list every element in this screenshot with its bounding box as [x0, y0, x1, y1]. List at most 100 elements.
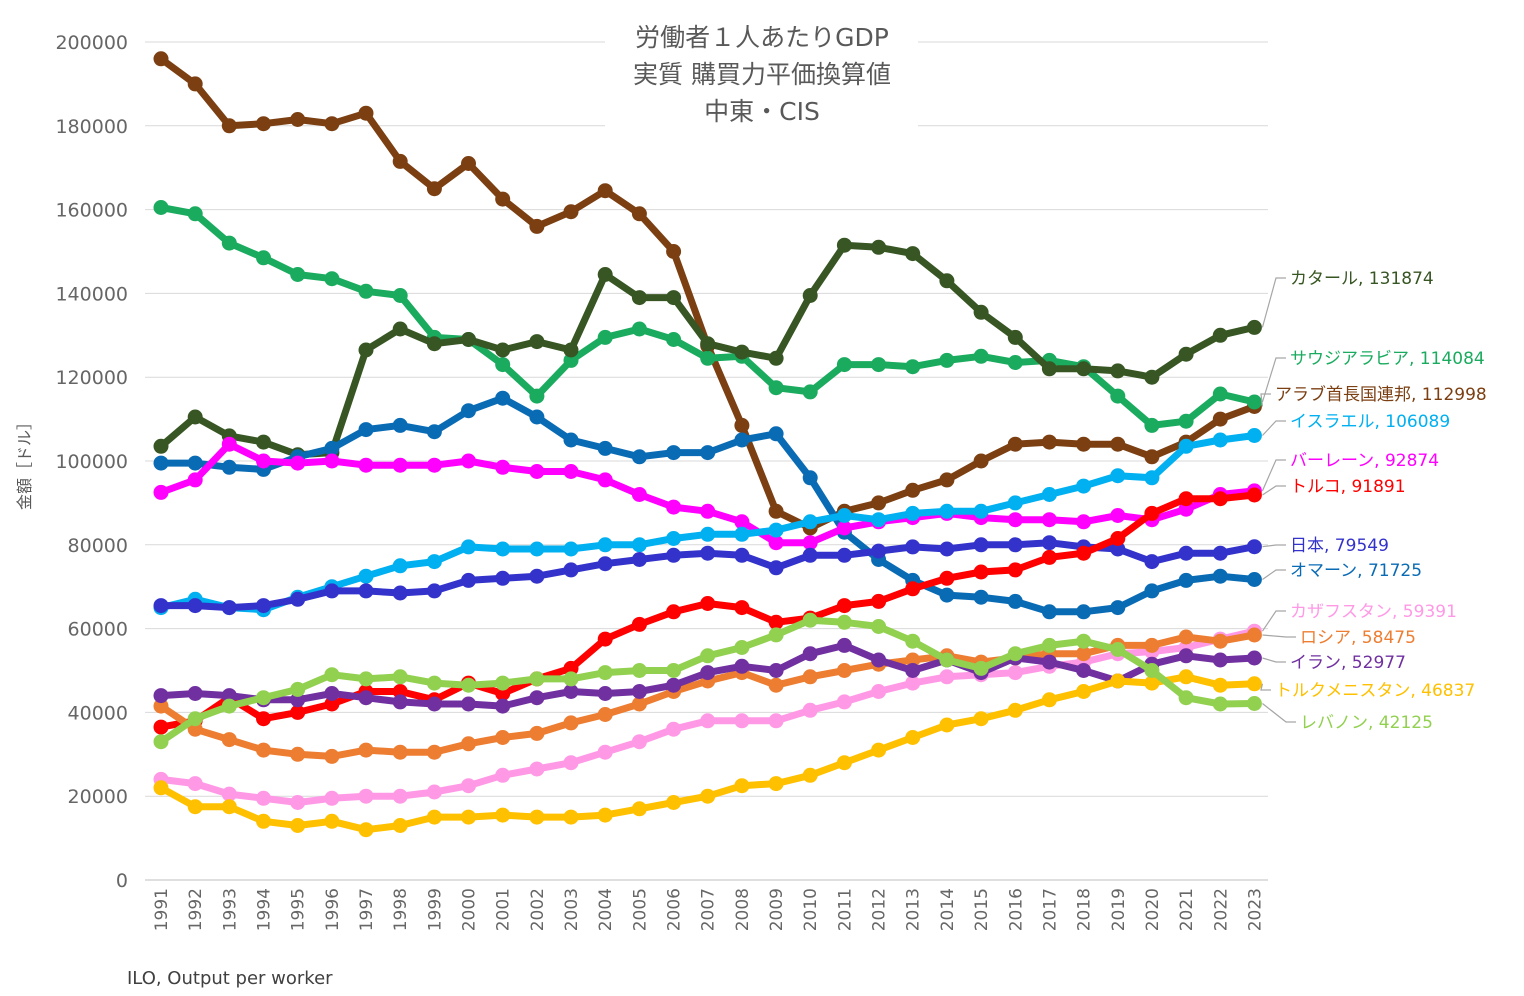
end-label: イラン, 52977	[1290, 653, 1406, 673]
data-point	[563, 562, 579, 578]
data-point	[768, 713, 784, 729]
data-point	[290, 692, 306, 708]
data-point	[461, 677, 476, 693]
x-tick-label: 2016	[1006, 888, 1026, 931]
data-point	[802, 535, 818, 551]
data-point	[597, 631, 613, 647]
y-tick-label: 40000	[68, 702, 128, 724]
end-label: アラブ首長国連邦, 112998	[1275, 384, 1487, 405]
data-point	[187, 472, 203, 488]
end-label: カザフスタン, 59391	[1290, 602, 1457, 622]
data-point	[905, 633, 921, 649]
y-tick-label: 0	[116, 870, 128, 892]
series-カタール	[153, 237, 1262, 463]
data-point	[802, 288, 818, 303]
data-point	[392, 744, 408, 760]
data-point	[1041, 637, 1057, 653]
data-point	[221, 786, 237, 802]
data-point	[768, 560, 784, 576]
data-point	[221, 600, 237, 616]
data-point	[221, 698, 237, 714]
data-point	[324, 453, 340, 469]
data-point	[426, 583, 442, 599]
data-point	[392, 457, 408, 473]
series-ロシア	[153, 627, 1262, 764]
data-point	[221, 459, 237, 475]
data-point	[324, 667, 340, 683]
data-point	[1007, 646, 1023, 662]
data-point	[1212, 327, 1228, 343]
data-point	[324, 116, 340, 132]
data-point	[768, 535, 784, 551]
data-point	[597, 472, 613, 488]
end-labels: カタール, 131874 サウジアラビア, 114084 アラブ首長国連邦, 112…	[1275, 269, 1487, 733]
leader-line	[1262, 420, 1286, 436]
data-point	[734, 526, 750, 542]
data-point	[871, 543, 887, 559]
end-label: バーレーン, 92874	[1290, 451, 1439, 471]
data-point	[153, 734, 169, 750]
data-point	[836, 547, 852, 563]
data-point	[973, 711, 989, 727]
data-point	[495, 698, 511, 714]
data-point	[153, 484, 169, 500]
data-point	[392, 585, 408, 601]
data-point	[1076, 604, 1092, 620]
data-point	[734, 432, 750, 448]
data-point	[290, 591, 306, 607]
data-point	[939, 652, 955, 668]
data-point	[495, 390, 511, 406]
data-point	[461, 332, 476, 347]
title-line-3: 中東・CIS	[704, 97, 820, 126]
data-point	[461, 156, 476, 171]
data-point	[1246, 539, 1262, 555]
x-tick-label: 2020	[1143, 888, 1163, 931]
data-point	[187, 598, 203, 614]
data-point	[495, 570, 511, 586]
data-point	[1178, 545, 1194, 561]
data-point	[358, 283, 374, 299]
data-point	[529, 464, 545, 479]
data-point	[768, 380, 784, 396]
data-point	[871, 593, 887, 609]
data-point	[905, 539, 921, 555]
data-point	[392, 558, 408, 574]
data-point	[631, 663, 647, 678]
data-point	[495, 675, 511, 691]
data-point	[597, 744, 613, 760]
data-point	[358, 742, 374, 758]
data-point	[631, 321, 647, 337]
x-tick-label: 2003	[562, 888, 582, 931]
data-point	[597, 329, 613, 345]
data-point	[836, 508, 852, 523]
data-point	[221, 799, 237, 815]
leader-line	[1261, 277, 1286, 328]
data-point	[153, 688, 169, 704]
data-point	[426, 181, 442, 197]
data-point	[563, 684, 579, 699]
data-point	[563, 541, 579, 557]
data-point	[1076, 646, 1092, 662]
data-point	[768, 614, 784, 630]
data-point	[1110, 642, 1126, 657]
data-point	[529, 690, 545, 706]
data-point	[734, 713, 750, 729]
data-point	[256, 813, 271, 829]
x-tick-label: 2014	[938, 888, 958, 931]
series-レバノン	[153, 612, 1262, 750]
data-point	[426, 696, 442, 712]
data-point	[187, 776, 203, 792]
data-point	[1007, 593, 1023, 609]
data-point	[597, 665, 613, 681]
y-tick-label: 140000	[55, 283, 128, 305]
data-point	[495, 686, 511, 701]
data-point	[187, 455, 203, 471]
data-point	[461, 572, 476, 588]
data-point	[392, 153, 408, 169]
x-tick-label: 2019	[1109, 888, 1129, 931]
x-tick-label: 1995	[289, 888, 309, 931]
data-point	[939, 587, 955, 603]
data-point	[631, 616, 647, 632]
data-point	[1076, 684, 1092, 699]
data-point	[1041, 604, 1057, 620]
